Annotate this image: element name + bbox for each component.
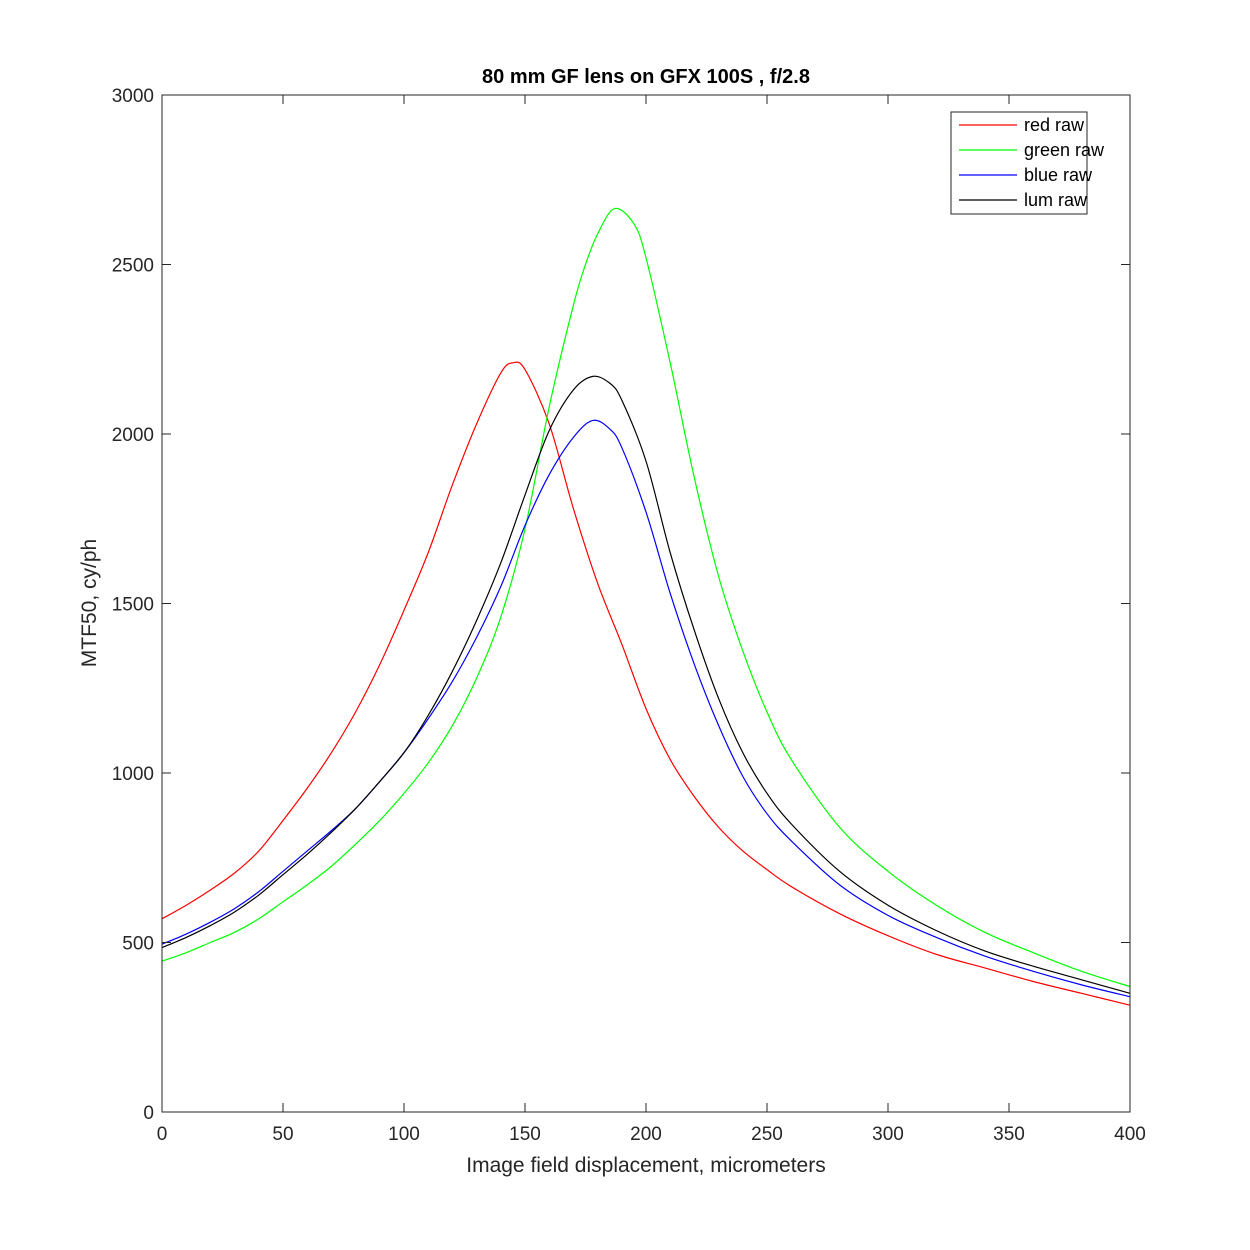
- legend-box: [950, 111, 1088, 215]
- series-layer: [161, 207, 1131, 1006]
- y-tick-label: 2500: [112, 256, 154, 277]
- x-tick-label: 0: [157, 1124, 168, 1145]
- y-tick-label: 1500: [112, 595, 154, 616]
- x-axis-title: Image field displacement, micrometers: [466, 1154, 825, 1177]
- x-tick-label: 300: [872, 1124, 904, 1145]
- x-tick-label: 350: [993, 1124, 1025, 1145]
- legend-label: red raw: [1024, 115, 1085, 135]
- legend: red raw green raw blue raw lum raw: [950, 111, 1105, 215]
- y-tick-label: 0: [143, 1103, 154, 1124]
- y-tick-label: 1000: [112, 764, 154, 785]
- x-tick-label: 50: [272, 1124, 293, 1145]
- legend-label: blue raw: [1024, 165, 1093, 185]
- x-tick-label: 250: [751, 1124, 783, 1145]
- y-tick-label: 2000: [112, 425, 154, 446]
- x-tick-label: 200: [630, 1124, 662, 1145]
- y-tick-label: 500: [122, 934, 154, 955]
- series-line-green-raw: [161, 207, 1131, 988]
- legend-label: lum raw: [1024, 190, 1088, 210]
- series-line-blue-raw: [161, 419, 1131, 998]
- plot-area: [162, 95, 1130, 1112]
- series-line-lum-raw: [161, 375, 1131, 994]
- chart-title: 80 mm GF lens on GFX 100S , f/2.8: [482, 66, 810, 88]
- legend-label: green raw: [1024, 140, 1105, 160]
- x-tick-label: 150: [509, 1124, 541, 1145]
- axes-layer: 0 50 100 150 200 250 300 350 400 0 500 1000 1500 2000…: [112, 86, 1146, 1145]
- x-tick-label: 400: [1114, 1124, 1146, 1145]
- y-tick-label: 3000: [112, 86, 154, 107]
- y-axis-title: MTF50, cy/ph: [78, 539, 101, 667]
- x-tick-label: 100: [388, 1124, 420, 1145]
